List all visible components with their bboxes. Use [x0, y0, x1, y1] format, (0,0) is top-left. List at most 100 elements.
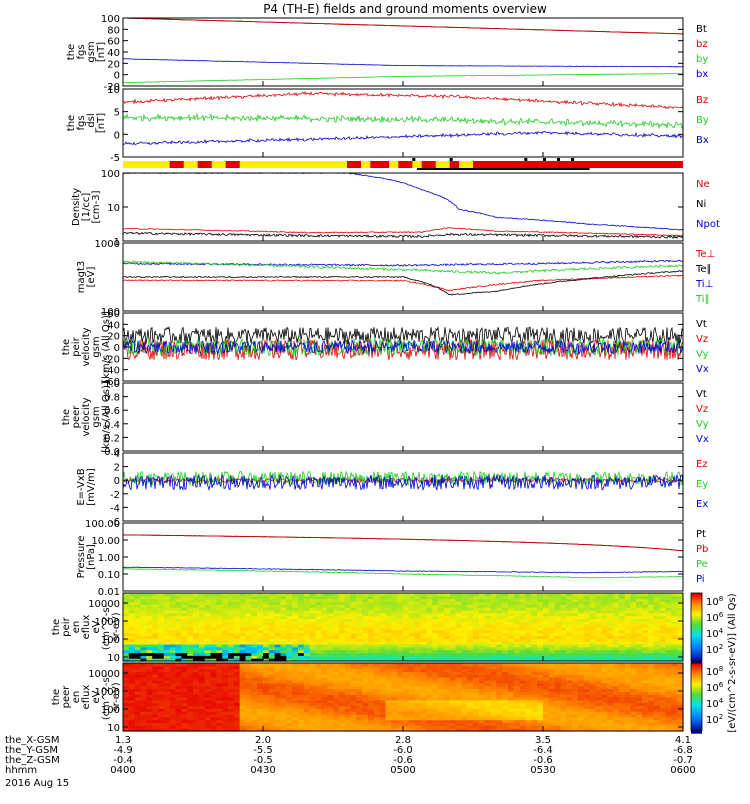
heat-cell	[345, 694, 351, 697]
heat-cell	[555, 616, 561, 619]
heat-cell	[345, 616, 351, 619]
heat-cell	[561, 633, 567, 636]
heat-cell	[631, 663, 637, 666]
heat-cell	[298, 669, 304, 672]
heat-cell	[298, 641, 304, 644]
heat-cell	[158, 663, 164, 666]
heat-cell	[193, 663, 199, 666]
series-line-Bz	[123, 92, 683, 109]
heat-cell	[555, 624, 561, 627]
heat-cell	[607, 677, 613, 680]
heat-cell	[351, 593, 357, 596]
heat-cell	[438, 711, 444, 714]
heat-cell	[426, 677, 432, 680]
heat-cell	[642, 616, 648, 619]
mode-bar-segment	[198, 161, 212, 168]
heat-cell	[496, 624, 502, 627]
heat-cell	[555, 641, 561, 644]
heat-cell	[170, 677, 176, 680]
heat-cell	[333, 711, 339, 714]
heat-cell	[666, 663, 672, 666]
heat-cell	[321, 650, 327, 653]
heat-cell	[456, 633, 462, 636]
heat-cell	[321, 720, 327, 723]
heat-cell	[164, 593, 170, 596]
heat-cell	[146, 669, 152, 672]
heat-cell	[345, 607, 351, 610]
heat-cell	[386, 669, 392, 672]
heat-cell	[438, 686, 444, 689]
mode-bar-marker	[524, 158, 527, 161]
heat-cell	[327, 703, 333, 706]
heat-cell	[152, 703, 158, 706]
heat-cell	[152, 593, 158, 596]
heat-cell	[578, 669, 584, 672]
heat-cell	[199, 694, 205, 697]
heat-cell	[444, 624, 450, 627]
heat-cell	[281, 593, 287, 596]
heat-cell	[181, 616, 187, 619]
heat-cell	[526, 677, 532, 680]
heat-cell	[456, 593, 462, 596]
heat-cell	[199, 663, 205, 666]
heat-cell	[164, 694, 170, 697]
heat-cell	[251, 633, 257, 636]
heat-cell	[269, 599, 275, 602]
heat-cell	[631, 720, 637, 723]
heat-cell	[456, 720, 462, 723]
heat-cell	[648, 641, 654, 644]
heat-cell	[380, 686, 386, 689]
heat-cell	[642, 694, 648, 697]
heat-cell	[345, 599, 351, 602]
y-axis-label-line: [cm-3]	[91, 190, 102, 223]
heat-cell	[631, 669, 637, 672]
heat-cell	[246, 607, 252, 610]
heat-cell	[502, 694, 508, 697]
heat-cell	[397, 616, 403, 619]
heat-cell	[234, 677, 240, 680]
heat-cell	[660, 663, 666, 666]
heat-cell	[578, 616, 584, 619]
heat-cell	[561, 694, 567, 697]
heat-cell	[234, 703, 240, 706]
heat-cell	[292, 711, 298, 714]
mode-bar-marker	[543, 158, 546, 161]
heat-cell	[181, 641, 187, 644]
heat-cell	[263, 607, 269, 610]
heat-cell	[625, 616, 631, 619]
heat-cell	[141, 669, 147, 672]
heat-cell	[281, 669, 287, 672]
heat-cell	[590, 641, 596, 644]
heat-cell	[625, 599, 631, 602]
heat-cell	[671, 624, 677, 627]
heat-cell	[572, 641, 578, 644]
heat-cell	[251, 669, 257, 672]
heat-cell	[351, 669, 357, 672]
heat-cell	[421, 703, 427, 706]
heat-cell	[181, 677, 187, 680]
heat-cell	[584, 694, 590, 697]
heat-cell	[193, 703, 199, 706]
heat-cell	[187, 686, 193, 689]
heat-cell	[485, 703, 491, 706]
heat-cell	[170, 711, 176, 714]
heat-cell	[397, 641, 403, 644]
heat-cell	[654, 593, 660, 596]
heat-cell	[438, 669, 444, 672]
heat-cell	[491, 694, 497, 697]
heat-cell	[339, 711, 345, 714]
heat-cell	[526, 694, 532, 697]
heat-cell	[625, 633, 631, 636]
heat-cell	[129, 703, 135, 706]
heat-cell	[146, 624, 152, 627]
heat-cell	[596, 711, 602, 714]
heat-cell	[316, 677, 322, 680]
heat-cell	[374, 650, 380, 653]
heat-cell	[269, 650, 275, 653]
heat-cell	[386, 624, 392, 627]
heat-cell	[181, 711, 187, 714]
heat-cell	[199, 607, 205, 610]
heat-cell	[339, 694, 345, 697]
